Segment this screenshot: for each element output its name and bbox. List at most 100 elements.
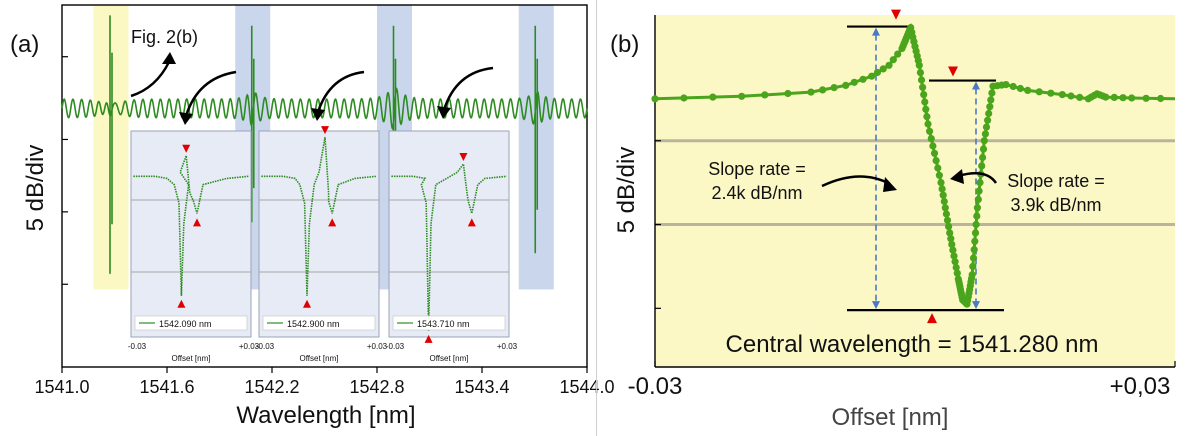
panel-b-data-point [916, 69, 925, 77]
panel-b-data-point [953, 269, 961, 277]
panel-b-data-point [1009, 82, 1017, 91]
inset-peak-marker [321, 126, 329, 135]
inset-secondary-marker [328, 218, 337, 227]
highlight-band-1 [93, 5, 129, 290]
inset-legend-label: 1542.900 nm [287, 319, 340, 329]
panel-b-data-point [1035, 88, 1043, 96]
panel-b-data-point [761, 91, 769, 99]
panel-b-data-point [947, 235, 955, 243]
panel-b-data-point [922, 105, 930, 113]
panel-b-data-point [919, 83, 927, 91]
panel-b-data-point [946, 229, 954, 237]
panel-b-plot-background [655, 15, 1175, 367]
panel-b-data-point [1157, 94, 1165, 103]
panel-b-data-point [970, 246, 978, 254]
callout-arrow-1-head [179, 112, 193, 125]
inset-trace [133, 155, 249, 296]
panel-b-data-point [969, 262, 977, 270]
panel-b-data-point [1067, 92, 1075, 100]
slope-right-line2: 3.9k dB/nm [1010, 195, 1101, 215]
panel-b-label: (b) [610, 31, 639, 58]
panel-b-data-point [935, 171, 944, 179]
callout-arrow-fig2b-head [162, 52, 176, 64]
panel-b-data-point [842, 81, 850, 89]
inset-legend-box [262, 315, 376, 331]
dip-marker [927, 313, 937, 324]
inset-x-tick-left: -0.03 [386, 342, 405, 351]
panel-a-spectrum-line [61, 15, 588, 274]
inset-frame [258, 130, 380, 338]
panel-b-data-point [938, 185, 946, 193]
panel-b-data-point [973, 204, 982, 212]
slope-left-arrow [821, 175, 891, 188]
panel-b-data-point [979, 145, 988, 153]
slope-right-arrow-head [950, 169, 964, 184]
inset-1: 1542.090 nm -0.03 +0.03 Offset [nm] [128, 130, 260, 363]
inset-peak-marker [182, 144, 191, 153]
panel-b-x-axis-label: Offset [nm] [832, 404, 949, 431]
panel-a-x-axis-label: Wavelength [nm] [236, 402, 415, 429]
panel-b-x-tick-right: +0,03 [1110, 373, 1171, 400]
panel-b-data-point [937, 179, 945, 187]
panel-b-x-tick-left: -0.03 [628, 373, 683, 400]
panel-b-data-point [1076, 93, 1084, 101]
inset-peak-marker [459, 152, 468, 161]
fig2b-callout: Fig. 2(b) [131, 27, 198, 47]
level-lines [847, 25, 1004, 312]
panel-b-data-point [951, 258, 959, 266]
panel-a-y-axis-label: 5 dB/div [22, 145, 49, 232]
panel-b-data-point [921, 98, 929, 106]
panel-b-data-point [1142, 94, 1150, 102]
panel-b-data-point [859, 75, 867, 83]
inset-secondary-marker [467, 218, 476, 227]
panel-b-trace-points [651, 24, 1165, 308]
panel-b-data-point [850, 78, 858, 86]
panel-a-x-tick-label: 1542.2 [244, 377, 299, 397]
left-span-arrow-head-top [872, 27, 880, 36]
panel-b-data-point [968, 271, 976, 279]
panel-b-data-point [1047, 89, 1055, 97]
central-wavelength-label: Central wavelength = 1541.280 nm [726, 331, 1099, 358]
callout-arrow-3 [442, 66, 494, 111]
panel-b-data-point [1002, 81, 1010, 89]
inset-x-label: Offset [nm] [300, 354, 339, 363]
panel-b-data-point [972, 220, 980, 229]
panel-b-data-point [987, 96, 995, 104]
panel-b-data-point [680, 94, 688, 102]
callout-arrow-2 [316, 70, 365, 113]
panel-b-data-point [738, 92, 746, 100]
side-peak-marker [948, 66, 958, 77]
panel-b-data-point [984, 116, 992, 124]
panel-b-data-point [943, 216, 952, 224]
panel-b-grid [655, 139, 1175, 227]
panel-b-data-point [988, 89, 996, 97]
panel-b-ticks [654, 140, 1176, 367]
panel-b-data-point [985, 109, 993, 118]
panel-b-data-point [651, 95, 659, 103]
panel-b-data-point [889, 56, 897, 64]
panel-a-plot-frame [61, 4, 588, 368]
panel-b-data-point [923, 113, 931, 121]
panel-b-data-point [894, 50, 902, 58]
inset-legend-label: 1542.090 nm [159, 319, 212, 329]
inset-frame [388, 130, 510, 338]
panel-b-data-point [969, 254, 978, 262]
panel-b-data-point [873, 68, 882, 77]
panel-b-y-axis-label: 5 dB/div [613, 147, 640, 234]
inset-trace [261, 137, 377, 296]
panel-b-data-point [784, 89, 792, 98]
inset-x-tick-left: -0.03 [128, 342, 147, 351]
panel-b-data-point [879, 65, 887, 73]
inset-x-tick-left: -0.03 [256, 342, 275, 351]
callout-arrows [130, 52, 494, 125]
right-span-arrow-head-top [972, 81, 980, 90]
panel-b-data-point [920, 91, 928, 99]
panel-b-data-point [1058, 91, 1066, 99]
inset-secondary-marker [193, 218, 201, 227]
panel-b-data-point [939, 191, 947, 199]
panel-b-data-point [975, 187, 983, 195]
panel-b-data-point [976, 179, 984, 187]
panel-a-y-ticks [62, 56, 68, 285]
